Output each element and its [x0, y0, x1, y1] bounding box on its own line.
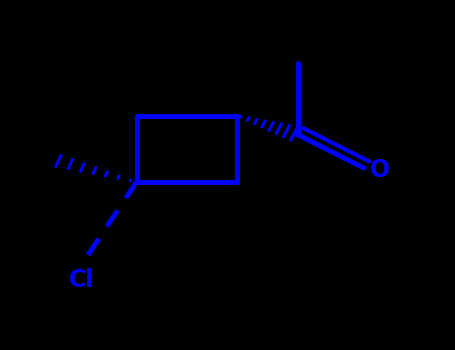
- Text: Cl: Cl: [69, 268, 95, 292]
- Text: O: O: [370, 158, 390, 182]
